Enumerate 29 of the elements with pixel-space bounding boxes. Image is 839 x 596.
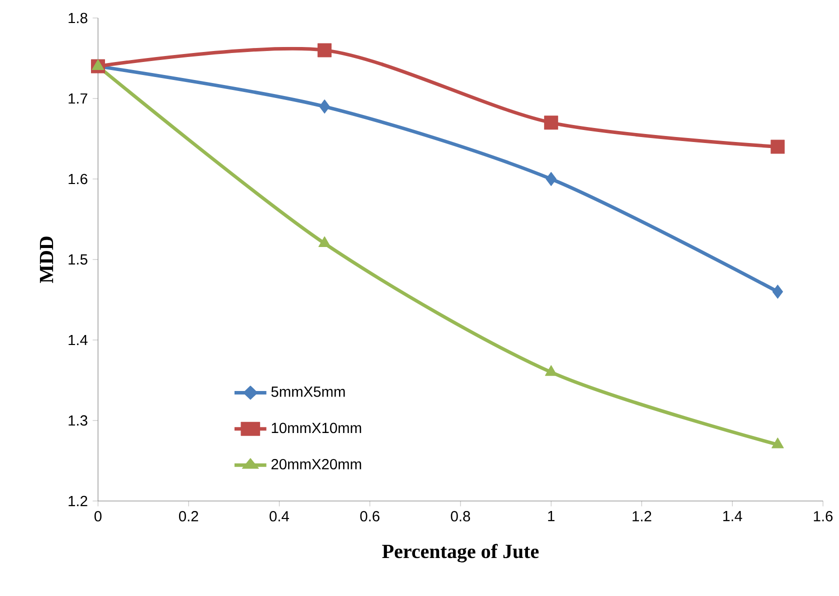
y-tick-label: 1.7 bbox=[68, 93, 88, 104]
point bbox=[544, 116, 558, 130]
x-tick-label: 0.4 bbox=[270, 511, 290, 522]
point bbox=[318, 43, 332, 58]
y-tick-label: 1.6 bbox=[68, 174, 88, 184]
legend-label: 20mmX20mm bbox=[272, 459, 362, 470]
x-tick-label: 1.6 bbox=[814, 511, 833, 522]
point bbox=[546, 172, 556, 186]
y-axis-title: MDD bbox=[40, 236, 54, 284]
legend-label: 10mmX10mm bbox=[272, 422, 362, 434]
x-tick-label: 1.4 bbox=[723, 511, 742, 522]
y-tick-label: 1.2 bbox=[68, 496, 88, 506]
point bbox=[770, 140, 785, 154]
x-axis-title: Percentage of Jute bbox=[382, 544, 539, 562]
point bbox=[772, 284, 784, 299]
x-tick-label: 0.8 bbox=[450, 511, 470, 522]
y-tick-label: 1.8 bbox=[68, 12, 88, 24]
y-tick-label: 1.4 bbox=[68, 334, 88, 346]
x-tick-label: 0 bbox=[94, 511, 102, 522]
x-tick-label: 1.2 bbox=[632, 511, 652, 522]
y-tick-label: 1.3 bbox=[68, 415, 88, 426]
x-tick-label: 1 bbox=[548, 511, 554, 522]
x-tick-label: 0.2 bbox=[179, 511, 198, 522]
point bbox=[772, 438, 784, 448]
point bbox=[318, 236, 331, 248]
legend-label: 5mmX5mm bbox=[271, 386, 345, 397]
point bbox=[319, 100, 330, 114]
y-tick-label: 1.5 bbox=[68, 254, 88, 265]
x-tick-label: 0.6 bbox=[360, 511, 380, 522]
